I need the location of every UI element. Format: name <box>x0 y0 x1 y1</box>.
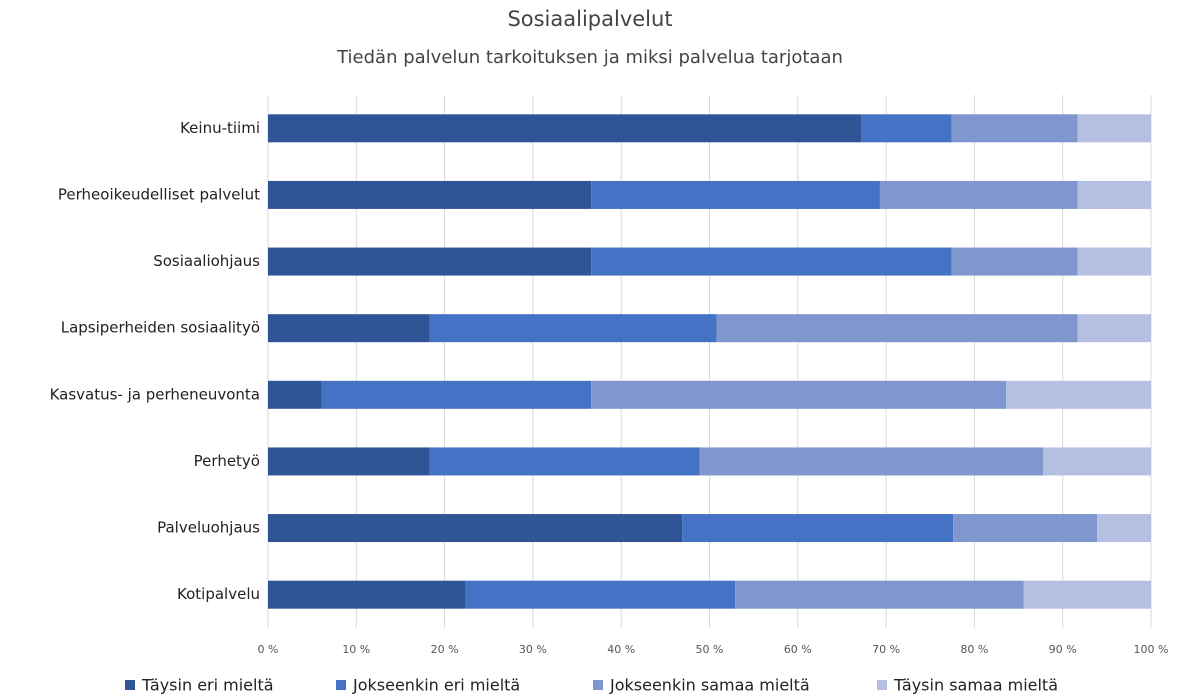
bar-segment <box>591 247 952 276</box>
x-tick-label: 70 % <box>872 643 900 656</box>
legend-label: Jokseenkin eri mieltä <box>352 676 520 695</box>
bar-segment <box>268 247 592 276</box>
y-tick-label: Lapsiperheiden sosiaalityö <box>61 319 260 337</box>
bar-segment <box>716 314 1078 343</box>
bar-segment <box>268 580 466 609</box>
bar-segment <box>861 114 952 143</box>
x-tick-label: 50 % <box>696 643 724 656</box>
bar-segment <box>591 380 1007 409</box>
bar-segment <box>1077 314 1151 343</box>
bar-segment <box>1077 247 1151 276</box>
bar-segment <box>268 314 430 343</box>
bar-segment <box>1043 447 1151 476</box>
chart-subtitle: Tiedän palvelun tarkoituksen ja miksi pa… <box>336 47 843 68</box>
y-tick-label: Perheoikeudelliset palvelut <box>58 185 260 203</box>
bar-segment <box>735 580 1024 609</box>
x-tick-label: 10 % <box>342 643 370 656</box>
y-tick-label: Keinu-tiimi <box>180 119 260 137</box>
bar-segment <box>591 180 880 209</box>
x-tick-label: 80 % <box>960 643 988 656</box>
bar-segment <box>1006 380 1151 409</box>
x-tick-label: 90 % <box>1049 643 1077 656</box>
bar-segment <box>429 314 717 343</box>
y-tick-label: Kasvatus- ja perheneuvonta <box>50 385 260 403</box>
bar-segment <box>268 380 322 409</box>
bar-segment <box>879 180 1078 209</box>
bar-segment <box>429 447 700 476</box>
legend-swatch <box>593 680 603 690</box>
x-tick-label: 60 % <box>784 643 812 656</box>
bar-segment <box>951 247 1078 276</box>
bar-segment <box>951 114 1078 143</box>
bar-segment <box>268 447 430 476</box>
y-tick-label: Sosiaaliohjaus <box>153 252 260 270</box>
legend-label: Täysin samaa mieltä <box>893 676 1058 695</box>
chart-title: Sosiaalipalvelut <box>507 7 672 31</box>
bar-segment <box>1077 180 1151 209</box>
bar-segment <box>268 114 862 143</box>
bar-segment <box>1097 514 1151 543</box>
legend-swatch <box>336 680 346 690</box>
legend-swatch <box>125 680 135 690</box>
bar-segment <box>465 580 736 609</box>
y-tick-label: Palveluohjaus <box>157 519 260 537</box>
bar-segment <box>321 380 592 409</box>
bar-segment <box>953 514 1098 543</box>
x-tick-label: 100 % <box>1134 643 1169 656</box>
bar-segment <box>699 447 1044 476</box>
bar-segment <box>1023 580 1151 609</box>
y-tick-label: Kotipalvelu <box>177 585 260 603</box>
bar-segment <box>268 514 683 543</box>
x-tick-label: 30 % <box>519 643 547 656</box>
x-tick-label: 40 % <box>607 643 635 656</box>
legend-swatch <box>877 680 887 690</box>
legend-label: Täysin eri mieltä <box>141 676 274 695</box>
x-tick-label: 0 % <box>258 643 279 656</box>
bar-segment <box>682 514 954 543</box>
bar-segment <box>1077 114 1151 143</box>
x-tick-label: 20 % <box>431 643 459 656</box>
y-tick-label: Perhetyö <box>194 452 260 470</box>
legend-label: Jokseenkin samaa mieltä <box>609 676 810 695</box>
bar-segment <box>268 180 592 209</box>
